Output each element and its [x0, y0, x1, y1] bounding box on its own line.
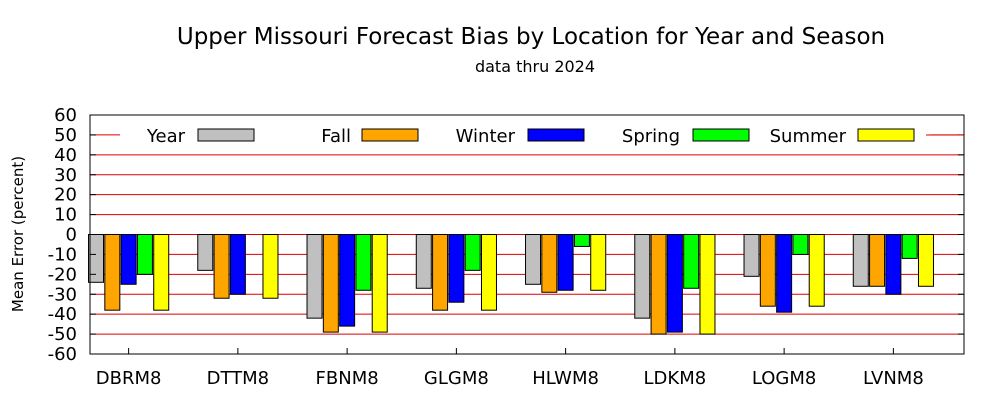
legend: Year Fall Winter Spring Summer [120, 123, 964, 147]
x-category-label: GLGM8 [424, 368, 489, 389]
y-tick-label: -40 [48, 304, 77, 325]
bar-year [634, 234, 651, 319]
bar-fall [432, 234, 449, 311]
bar-summer [699, 234, 716, 335]
chart-subtitle: data thru 2024 [475, 57, 595, 76]
bar-year [852, 234, 869, 287]
bar-fall [541, 234, 558, 293]
y-tick-label: 30 [54, 165, 77, 186]
legend-label-fall: Fall [321, 126, 351, 147]
bar-summer [917, 234, 934, 287]
bar-fall [759, 234, 776, 307]
x-category-label: HLWM8 [532, 368, 599, 389]
y-tick-label: -50 [48, 324, 77, 345]
bar-year [197, 234, 214, 271]
y-tick-label: -30 [48, 284, 77, 305]
bar-winter [776, 234, 793, 313]
bar-summer [262, 234, 279, 299]
legend-label-winter: Winter [456, 126, 516, 147]
y-axis-label: Mean Error (percent) [9, 156, 27, 312]
legend-label-spring: Spring [622, 126, 680, 147]
x-categories: DBRM8 DTTM8 FBNM8 GLGM8 HLWM8 LDKM8 LOGM8 LVNM8 [96, 348, 924, 389]
bar-year [88, 234, 105, 283]
y-tick-label: -20 [48, 264, 77, 285]
bar-spring [136, 234, 153, 275]
bars [88, 234, 934, 335]
y-tick-label: -10 [48, 244, 77, 265]
bar-summer [590, 234, 607, 291]
bar-summer [371, 234, 388, 333]
x-category-label: DTTM8 [207, 368, 270, 389]
bar-spring [355, 234, 372, 291]
legend-swatch-year [197, 128, 255, 142]
legend-swatch-summer [857, 128, 915, 142]
bar-fall [650, 234, 667, 335]
y-tick-label: 0 [66, 225, 77, 246]
bar-summer [480, 234, 497, 311]
chart-title: Upper Missouri Forecast Bias by Location… [177, 24, 885, 50]
x-category-label: DBRM8 [96, 368, 162, 389]
bar-year [743, 234, 760, 277]
y-tick-label: 50 [54, 125, 77, 146]
x-category-label: LOGM8 [752, 368, 817, 389]
bar-winter [885, 234, 902, 295]
y-tick-label: 20 [54, 185, 77, 206]
bar-winter [229, 234, 246, 295]
legend-swatch-fall [361, 128, 419, 142]
y-tick-label: 60 [54, 105, 77, 126]
legend-background [120, 123, 930, 147]
bar-spring [464, 234, 481, 271]
legend-swatch-winter [527, 128, 585, 142]
bar-year [525, 234, 542, 285]
y-tick-label: -60 [48, 344, 77, 365]
bar-summer [808, 234, 825, 307]
bar-year [415, 234, 432, 289]
bar-winter [666, 234, 683, 333]
bar-winter [557, 234, 574, 291]
legend-label-year: Year [146, 126, 186, 147]
legend-swatch-spring [692, 128, 750, 142]
bar-fall [322, 234, 339, 333]
bar-spring [901, 234, 918, 259]
legend-label-summer: Summer [770, 126, 847, 147]
bar-fall [104, 234, 121, 311]
bar-spring [683, 234, 700, 289]
bar-winter [448, 234, 465, 303]
bar-winter [120, 234, 137, 285]
bar-fall [869, 234, 886, 287]
bar-year [306, 234, 323, 319]
bar-fall [213, 234, 230, 299]
x-category-label: LVNM8 [863, 368, 924, 389]
x-category-label: FBNM8 [316, 368, 379, 389]
bar-spring [792, 234, 809, 255]
y-tick-label: 10 [54, 205, 77, 226]
plot-border [89, 114, 965, 355]
x-category-label: LDKM8 [644, 368, 707, 389]
bar-winter [339, 234, 356, 327]
y-tick-label: 40 [54, 145, 77, 166]
bar-spring [573, 234, 590, 247]
bar-summer [153, 234, 170, 311]
